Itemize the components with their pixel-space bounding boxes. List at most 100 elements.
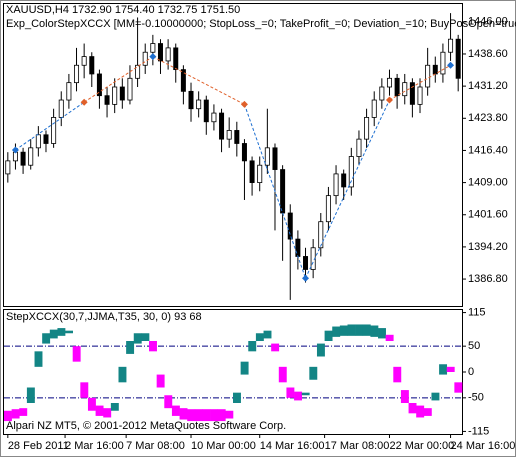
y-tick-label: 50 <box>468 340 480 352</box>
candle-body <box>28 147 34 166</box>
band-segment <box>217 409 226 422</box>
band-segment <box>446 366 455 372</box>
band-segment <box>278 366 287 383</box>
candle-body <box>234 130 240 144</box>
footer: Alpari NZ MT5, © 2001-2012 MetaQuotes So… <box>6 420 286 432</box>
candle-body <box>364 117 370 140</box>
candle-body <box>325 195 331 223</box>
candle-body <box>417 86 423 105</box>
band-segment <box>416 405 425 418</box>
y-tick-label: -50 <box>468 392 484 404</box>
candle-body <box>43 134 49 144</box>
candle-body <box>318 221 324 249</box>
candle-body <box>409 82 415 105</box>
candle-body <box>280 169 286 214</box>
band-segment <box>454 382 463 393</box>
band-segment <box>133 333 142 344</box>
candle-body <box>81 56 87 66</box>
y-tick-label: 1386.80 <box>468 273 508 285</box>
y-tick-label: 1394.20 <box>468 241 508 253</box>
candle-body <box>264 147 270 166</box>
candle-body <box>272 147 278 170</box>
band-segment <box>164 395 173 409</box>
chart-subtitle: Exp_ColorStepXCCX [MM=-0.10000000; StopL… <box>6 18 516 30</box>
band-segment <box>362 324 371 336</box>
band-segment <box>103 408 112 418</box>
y-tick-label: 1416.40 <box>468 144 508 156</box>
candle-body <box>295 238 301 257</box>
x-tick-label: 2 Mar 16:00 <box>65 440 124 452</box>
candle-body <box>333 173 339 197</box>
band-segment <box>255 333 264 341</box>
band-segment <box>400 390 409 403</box>
band-segment <box>80 382 89 398</box>
zigzag-marker <box>240 100 248 108</box>
candle-body <box>165 47 171 62</box>
band-segment <box>332 326 341 337</box>
candle-body <box>211 112 217 123</box>
band-segment <box>110 403 119 411</box>
x-tick-label: 28 Feb 2011 <box>8 440 69 452</box>
y-tick-label: 1431.20 <box>468 80 508 92</box>
candle-body <box>241 143 247 162</box>
y-tick-label: 1438.60 <box>468 48 508 60</box>
candle-body <box>104 95 110 105</box>
band-segment <box>294 391 302 401</box>
candle-body <box>287 212 293 240</box>
band-segment <box>11 409 20 419</box>
band-segment <box>34 351 43 367</box>
band-segment <box>339 325 348 336</box>
candle-body <box>142 51 148 66</box>
band-segment <box>57 328 66 336</box>
band-segment <box>156 374 165 388</box>
candle-body <box>35 134 41 149</box>
y-tick-label: 1401.60 <box>468 209 508 221</box>
candle-body <box>341 173 347 188</box>
band-segment <box>19 408 28 416</box>
candle-body <box>96 73 102 97</box>
band-segment <box>202 409 211 422</box>
band-segment <box>65 330 73 334</box>
y-tick-label: 115 <box>468 306 486 318</box>
band-segment <box>171 405 180 416</box>
candle-body <box>135 64 141 79</box>
band-segment <box>4 410 12 422</box>
candle-body <box>249 160 255 183</box>
band-segment <box>233 392 241 403</box>
candle-body <box>226 130 232 140</box>
band-segment <box>95 405 104 416</box>
band-segment <box>248 341 257 352</box>
band-segment <box>355 324 364 336</box>
x-tick-label: 22 Mar 00:00 <box>389 440 454 452</box>
candle-body <box>394 77 400 97</box>
band-segment <box>141 333 150 341</box>
zigzag-marker <box>302 274 310 282</box>
candle-body <box>448 38 454 53</box>
band-segment <box>347 324 356 336</box>
band-segment <box>49 329 58 339</box>
candle-body <box>150 43 156 53</box>
x-tick-label: 10 Mar 00:00 <box>191 440 256 452</box>
band-segment <box>316 343 325 357</box>
band-segment <box>26 387 35 403</box>
candle-body <box>348 156 354 188</box>
band-segment <box>431 392 440 401</box>
candle-body <box>219 112 225 140</box>
zigzag-segment <box>152 56 245 105</box>
candle-body <box>196 99 202 110</box>
candle-body <box>257 164 263 183</box>
y-tick-label: 0 <box>468 366 474 378</box>
zigzag-segment <box>389 64 451 101</box>
band-segment <box>149 341 157 352</box>
y-tick-label: 1423.80 <box>468 112 508 124</box>
candle-body <box>58 99 64 118</box>
candle-body <box>432 64 438 75</box>
band-segment <box>42 333 51 344</box>
zigzag-marker <box>149 53 157 61</box>
band-segment <box>385 334 394 341</box>
band-segment <box>187 409 196 422</box>
chart-title: XAUUSD,H4 1732.90 1754.40 1732.75 1751.5… <box>6 4 240 16</box>
candle-body <box>455 38 461 79</box>
candle-body <box>356 138 362 157</box>
